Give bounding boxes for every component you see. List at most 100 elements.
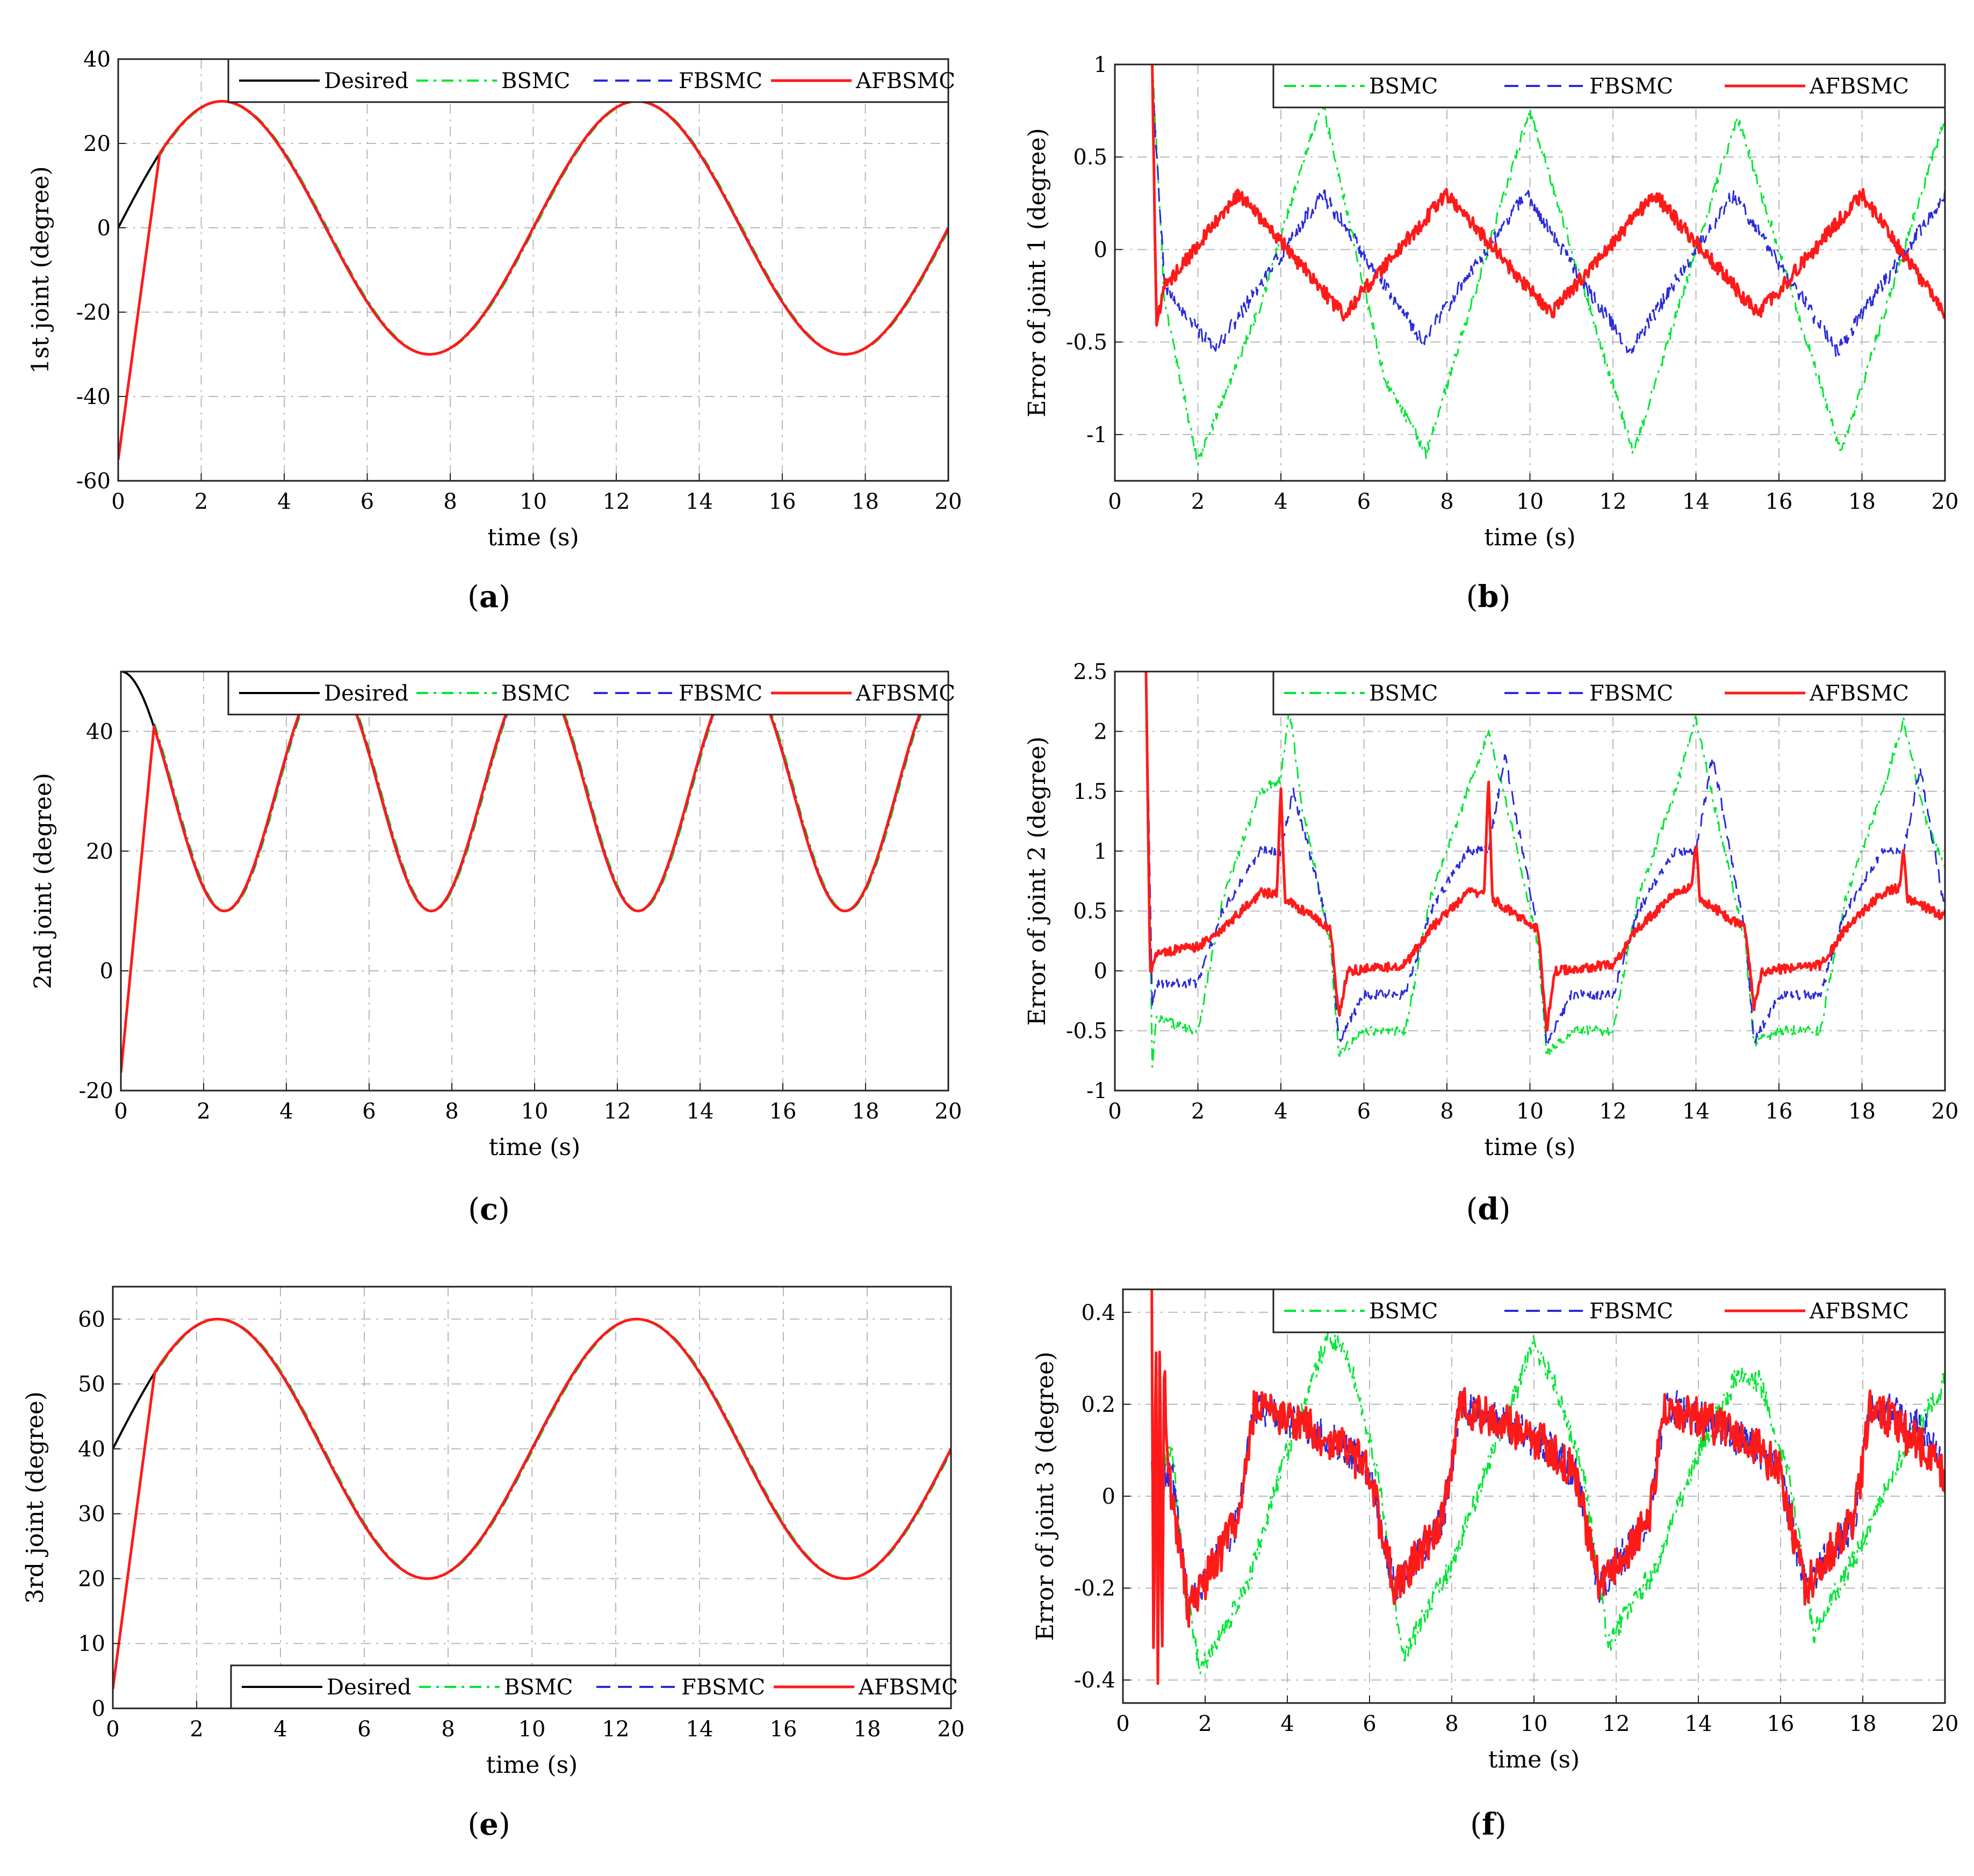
x-tick-label: 8: [1445, 1712, 1458, 1736]
x-tick-label: 10: [520, 489, 547, 514]
y-tick-label: 40: [83, 47, 111, 72]
legend-label-desired: Desired: [324, 681, 408, 706]
panel-caption: (c): [468, 1192, 510, 1227]
series-line-afbsmc: [121, 672, 948, 1073]
y-tick-label: -0.4: [1074, 1668, 1115, 1693]
legend-label-fbsmc: FBSMC: [681, 1675, 765, 1700]
x-tick-label: 2: [190, 1717, 203, 1742]
x-tick-label: 4: [1274, 1099, 1287, 1124]
y-tick-label: 1.5: [1073, 780, 1107, 804]
y-tick-label: 60: [78, 1307, 105, 1332]
legend: Desired BSMC FBSMC AFBSMC: [227, 670, 955, 716]
x-tick-label: 10: [1521, 1712, 1548, 1736]
legend-box: [1272, 670, 1946, 716]
y-axis-label: Error of joint 3 (degree): [1032, 1352, 1059, 1641]
x-tick-label: 8: [443, 489, 457, 514]
x-tick-label: 20: [935, 489, 962, 514]
x-tick-label: 8: [1440, 489, 1453, 514]
x-tick-label: 16: [1766, 1099, 1793, 1124]
x-tick-label: 6: [1363, 1712, 1376, 1736]
x-tick-label: 20: [938, 1717, 965, 1742]
x-tick-label: 0: [1108, 489, 1121, 514]
panel-caption: (e): [467, 1807, 510, 1842]
legend-label-bsmc: BSMC: [1369, 74, 1438, 99]
x-tick-label: 18: [852, 489, 879, 514]
panel-caption: (a): [467, 579, 510, 615]
y-axis-label: Error of joint 2 (degree): [1024, 737, 1051, 1026]
panel-caption: (f): [1470, 1807, 1507, 1842]
y-tick-label: -20: [79, 1079, 113, 1103]
y-tick-label: -40: [76, 385, 111, 409]
x-tick-label: 0: [106, 1717, 119, 1742]
y-axis-label: 3rd joint (degree): [21, 1391, 49, 1604]
y-tick-label: 0.4: [1081, 1301, 1115, 1325]
legend-label-desired: Desired: [324, 69, 408, 93]
x-tick-label: 2: [1198, 1712, 1212, 1736]
x-tick-label: 6: [357, 1717, 371, 1742]
y-tick-label: 0: [92, 1697, 105, 1721]
x-tick-label: 14: [1685, 1712, 1712, 1736]
legend-label-afbsmc: AFBSMC: [1809, 1299, 1909, 1324]
legend-label-fbsmc: FBSMC: [679, 681, 762, 706]
x-tick-label: 12: [602, 1717, 630, 1742]
y-axis-label: 1st joint (degree): [27, 166, 54, 373]
panel-caption: (b): [1466, 579, 1511, 615]
x-tick-label: 14: [1682, 1099, 1710, 1124]
y-tick-label: -1: [1086, 423, 1107, 448]
x-tick-label: 20: [1932, 489, 1959, 514]
y-tick-label: 0: [100, 959, 113, 984]
y-tick-label: -20: [76, 300, 111, 325]
x-tick-label: 6: [361, 489, 374, 514]
x-tick-label: 16: [1767, 1712, 1795, 1736]
y-tick-label: 1: [1094, 839, 1107, 864]
y-tick-label: 20: [83, 132, 111, 156]
x-tick-label: 12: [1603, 1712, 1630, 1736]
x-tick-label: 0: [114, 1099, 127, 1124]
series-line-afbsmc: [1144, 672, 1945, 1032]
y-tick-label: 0: [1102, 1484, 1115, 1509]
y-tick-label: 0: [1094, 237, 1107, 262]
x-tick-label: 14: [1682, 489, 1710, 514]
series-line-afbsmc: [118, 100, 948, 460]
y-tick-label: -60: [76, 469, 111, 494]
x-tick-label: 4: [277, 489, 291, 514]
x-tick-label: 12: [1600, 489, 1627, 514]
legend-label-fbsmc: FBSMC: [1589, 681, 1673, 706]
x-tick-label: 8: [441, 1717, 455, 1742]
y-tick-label: 40: [86, 719, 113, 744]
legend-label-fbsmc: FBSMC: [679, 69, 762, 93]
legend-label-afbsmc: AFBSMC: [1809, 681, 1909, 706]
y-tick-label: 0.5: [1073, 899, 1107, 924]
x-tick-label: 10: [518, 1717, 546, 1742]
y-tick-label: -1: [1086, 1079, 1107, 1103]
y-tick-label: 2: [1094, 719, 1107, 744]
x-tick-label: 4: [279, 1099, 293, 1124]
y-tick-label: 20: [78, 1567, 105, 1591]
x-tick-label: 6: [1357, 1099, 1371, 1124]
x-tick-label: 16: [769, 1099, 797, 1124]
y-tick-label: 0: [97, 216, 111, 241]
legend-label-afbsmc: AFBSMC: [1809, 74, 1909, 99]
y-tick-label: 20: [86, 839, 113, 864]
legend-label-bsmc: BSMC: [501, 681, 570, 706]
y-tick-label: 1: [1094, 53, 1107, 77]
x-tick-label: 8: [1440, 1099, 1453, 1124]
x-tick-label: 14: [686, 489, 713, 514]
legend-label-bsmc: BSMC: [1369, 681, 1438, 706]
x-tick-label: 8: [445, 1099, 458, 1124]
x-tick-label: 20: [1932, 1712, 1959, 1736]
legend-box: [1272, 63, 1946, 109]
x-tick-label: 6: [1357, 489, 1371, 514]
x-tick-label: 10: [521, 1099, 549, 1124]
y-axis-label: Error of joint 1 (degree): [1024, 128, 1051, 417]
x-tick-label: 20: [935, 1099, 962, 1124]
y-tick-label: 30: [78, 1502, 105, 1527]
x-tick-label: 6: [362, 1099, 376, 1124]
x-axis-label: time (s): [1488, 1746, 1580, 1773]
legend: Desired BSMC FBSMC AFBSMC: [230, 1664, 958, 1709]
legend-label-bsmc: BSMC: [1369, 1299, 1438, 1324]
y-tick-label: 0: [1094, 959, 1107, 984]
